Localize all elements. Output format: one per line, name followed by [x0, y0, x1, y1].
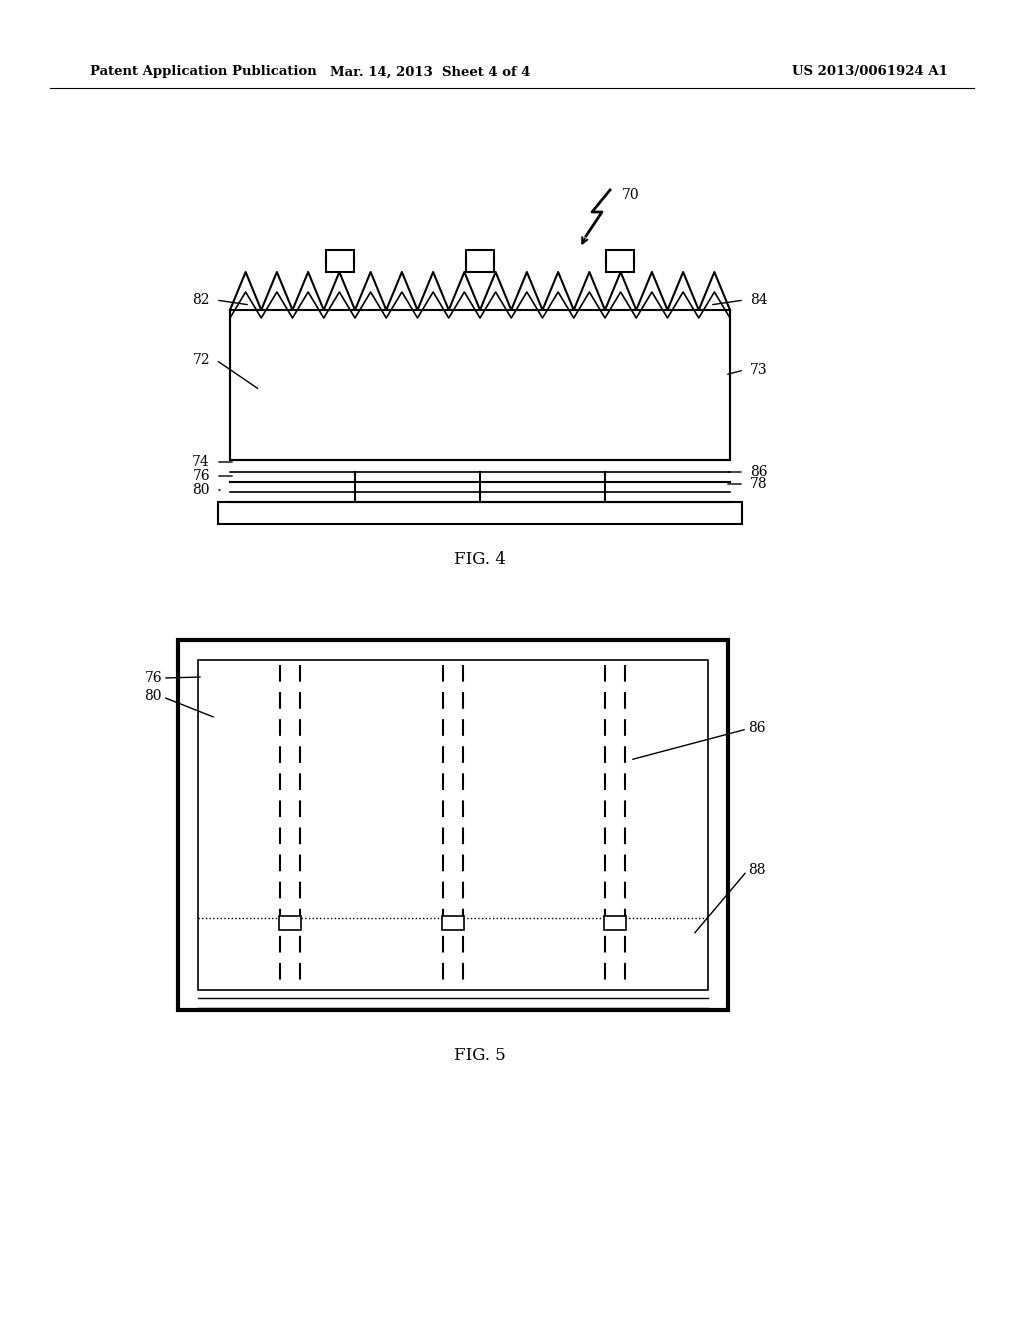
- Text: 84: 84: [750, 293, 768, 308]
- Text: 70: 70: [622, 187, 640, 202]
- Text: 80: 80: [144, 689, 162, 704]
- Text: FIG. 5: FIG. 5: [454, 1047, 506, 1064]
- Text: 88: 88: [748, 863, 766, 876]
- Bar: [604, 916, 626, 931]
- Text: FIG. 4: FIG. 4: [454, 552, 506, 569]
- Text: 80: 80: [193, 483, 210, 498]
- Bar: [178, 640, 728, 1010]
- Bar: [466, 249, 494, 272]
- Text: 82: 82: [193, 293, 210, 308]
- Text: 86: 86: [748, 721, 766, 735]
- Text: 86: 86: [750, 465, 768, 479]
- Text: Mar. 14, 2013  Sheet 4 of 4: Mar. 14, 2013 Sheet 4 of 4: [330, 66, 530, 78]
- Bar: [218, 502, 742, 524]
- Bar: [198, 660, 708, 990]
- Text: 73: 73: [750, 363, 768, 378]
- Text: 76: 76: [144, 671, 162, 685]
- Text: US 2013/0061924 A1: US 2013/0061924 A1: [792, 66, 948, 78]
- Bar: [442, 916, 464, 931]
- Bar: [606, 249, 634, 272]
- Text: 72: 72: [193, 352, 210, 367]
- Text: 74: 74: [193, 455, 210, 469]
- Bar: [326, 249, 354, 272]
- Text: 78: 78: [750, 477, 768, 491]
- Text: 76: 76: [193, 469, 210, 483]
- Bar: [230, 310, 730, 459]
- Text: Patent Application Publication: Patent Application Publication: [90, 66, 316, 78]
- Bar: [279, 916, 301, 931]
